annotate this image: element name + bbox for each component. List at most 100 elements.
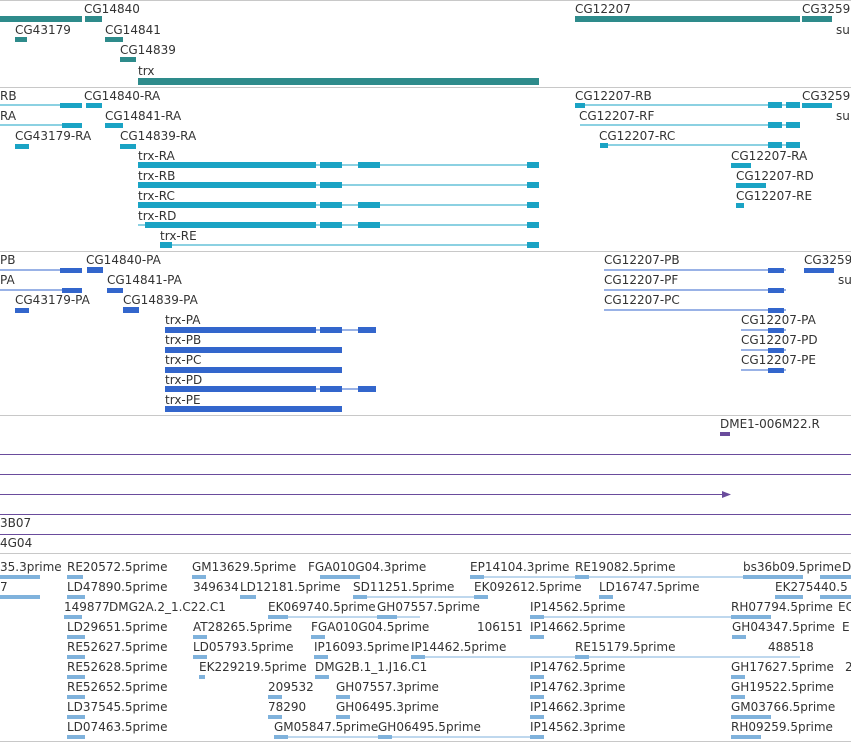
est-label[interactable]: GH07557.5prime: [377, 600, 480, 614]
est-label[interactable]: SD11251.5prime: [353, 580, 454, 594]
transcript-label[interactable]: trx-RB: [138, 169, 175, 183]
est-label[interactable]: 2: [845, 660, 851, 674]
protein-label[interactable]: CG12207-PE: [741, 353, 816, 367]
est-label[interactable]: LD12181.5prime: [240, 580, 341, 594]
transcript-glyph[interactable]: [575, 103, 585, 108]
est-label[interactable]: EK092612.5prime: [474, 580, 582, 594]
transcript-label[interactable]: trx-RE: [160, 229, 197, 243]
gene-label[interactable]: trx: [138, 64, 154, 78]
protein-glyph[interactable]: [60, 268, 82, 273]
protein-label[interactable]: CG12207-PD: [741, 333, 818, 347]
est-label[interactable]: 488518: [768, 640, 814, 654]
est-label[interactable]: 78290: [268, 700, 306, 714]
protein-glyph[interactable]: [15, 308, 29, 313]
est-label[interactable]: 35.3prime: [0, 560, 62, 574]
protein-glyph[interactable]: [165, 347, 342, 353]
protein-label[interactable]: CG3259: [804, 253, 851, 267]
protein-label[interactable]: trx-PA: [165, 313, 201, 327]
transcript-glyph[interactable]: [105, 123, 123, 128]
transcript-glyph[interactable]: [138, 162, 316, 168]
est-label[interactable]: LD37545.5prime: [67, 700, 168, 714]
transcript-label[interactable]: trx-RA: [138, 149, 176, 163]
est-label[interactable]: GH06495.5prime: [378, 720, 481, 734]
gene-glyph[interactable]: [0, 16, 82, 22]
transcript-glyph[interactable]: [145, 222, 316, 228]
transcript-glyph[interactable]: [138, 202, 316, 208]
gene-label[interactable]: CG14839: [120, 43, 176, 57]
est-label[interactable]: RE52652.5prime: [67, 680, 168, 694]
gene-label[interactable]: CG12207: [575, 2, 631, 16]
gene-glyph[interactable]: [575, 16, 800, 22]
transcript-label[interactable]: CG12207-RE: [736, 189, 812, 203]
est-label[interactable]: RE52627.5prime: [67, 640, 168, 654]
est-label[interactable]: GH06495.3prime: [336, 700, 439, 714]
clone-label[interactable]: DME1-006M22.R: [720, 417, 820, 431]
transcript-label[interactable]: trx-RD: [138, 209, 176, 223]
transcript-glyph[interactable]: [802, 103, 832, 108]
est-label[interactable]: FGA010G04.3prime: [308, 560, 426, 574]
protein-glyph[interactable]: [165, 327, 316, 333]
est-label[interactable]: EK275440.5: [775, 580, 848, 594]
est-label[interactable]: E: [842, 620, 850, 634]
protein-label[interactable]: CG14839-PA: [123, 293, 199, 307]
protein-label[interactable]: su: [838, 273, 851, 287]
est-label[interactable]: bs36b09.5prime: [743, 560, 841, 574]
est-label[interactable]: RE19082.5prime: [575, 560, 676, 574]
protein-label[interactable]: CG12207-PF: [604, 273, 678, 287]
transcript-label[interactable]: CG12207-RA: [731, 149, 808, 163]
protein-glyph[interactable]: [768, 368, 784, 373]
transcript-label[interactable]: CG14840-RA: [84, 89, 161, 103]
est-label[interactable]: RH07794.5prime: [731, 600, 833, 614]
transcript-label[interactable]: CG12207-RD: [736, 169, 814, 183]
est-label[interactable]: LD47890.5prime: [67, 580, 168, 594]
transcript-glyph[interactable]: [736, 203, 744, 208]
est-label[interactable]: DMG2A.2_1.C22.C1: [109, 600, 226, 614]
est-label[interactable]: GH19522.5prime: [731, 680, 834, 694]
gene-glyph[interactable]: [85, 16, 102, 22]
est-label[interactable]: IP14562.3prime: [530, 720, 625, 734]
est-label[interactable]: IP16093.5prime: [314, 640, 409, 654]
est-label[interactable]: LD29651.5prime: [67, 620, 168, 634]
protein-label[interactable]: PB: [0, 253, 15, 267]
est-label[interactable]: D: [842, 560, 851, 574]
protein-glyph[interactable]: [107, 288, 123, 293]
gene-label[interactable]: CG43179: [15, 23, 71, 37]
protein-label[interactable]: CG14840-PA: [86, 253, 162, 267]
est-label[interactable]: EP14104.3prime: [470, 560, 569, 574]
transcript-glyph[interactable]: [60, 103, 82, 108]
transcript-label[interactable]: CG12207-RC: [599, 129, 675, 143]
est-label[interactable]: GH17627.5prime: [731, 660, 834, 674]
est-label[interactable]: RE52628.5prime: [67, 660, 168, 674]
protein-label[interactable]: trx-PE: [165, 393, 201, 407]
transcript-glyph[interactable]: [120, 144, 136, 149]
est-label[interactable]: GH07557.3prime: [336, 680, 439, 694]
protein-label[interactable]: trx-PB: [165, 333, 201, 347]
est-label[interactable]: GH04347.5prime: [732, 620, 835, 634]
protein-label[interactable]: CG14841-PA: [107, 273, 183, 287]
transcript-label[interactable]: CG12207-RF: [579, 109, 655, 123]
transcript-glyph[interactable]: [731, 163, 751, 168]
protein-label[interactable]: CG43179-PA: [15, 293, 91, 307]
protein-glyph[interactable]: [62, 288, 82, 293]
transcript-label[interactable]: CG3259: [802, 89, 850, 103]
gene-glyph[interactable]: [105, 37, 123, 42]
est-label[interactable]: 149877: [64, 600, 110, 614]
est-label[interactable]: IP14662.5prime: [530, 620, 625, 634]
est-label[interactable]: AT28265.5prime: [193, 620, 292, 634]
gene-glyph[interactable]: [138, 78, 539, 85]
protein-label[interactable]: trx-PD: [165, 373, 202, 387]
protein-glyph[interactable]: [768, 328, 784, 333]
transcript-label[interactable]: CG12207-RB: [575, 89, 652, 103]
protein-label[interactable]: CG12207-PB: [604, 253, 680, 267]
est-label[interactable]: 209532: [268, 680, 314, 694]
est-label[interactable]: GM03766.5prime: [731, 700, 835, 714]
gene-label[interactable]: CG3259: [802, 2, 850, 16]
transcript-glyph[interactable]: [62, 123, 82, 128]
protein-label[interactable]: CG12207-PC: [604, 293, 680, 307]
transcript-label[interactable]: CG43179-RA: [15, 129, 92, 143]
est-label[interactable]: EK229219.5prime: [199, 660, 307, 674]
gene-label[interactable]: CG14840: [84, 2, 140, 16]
est-label[interactable]: IP14762.5prime: [530, 660, 625, 674]
transcript-label[interactable]: CG14839-RA: [120, 129, 197, 143]
transcript-label[interactable]: su: [836, 109, 850, 123]
